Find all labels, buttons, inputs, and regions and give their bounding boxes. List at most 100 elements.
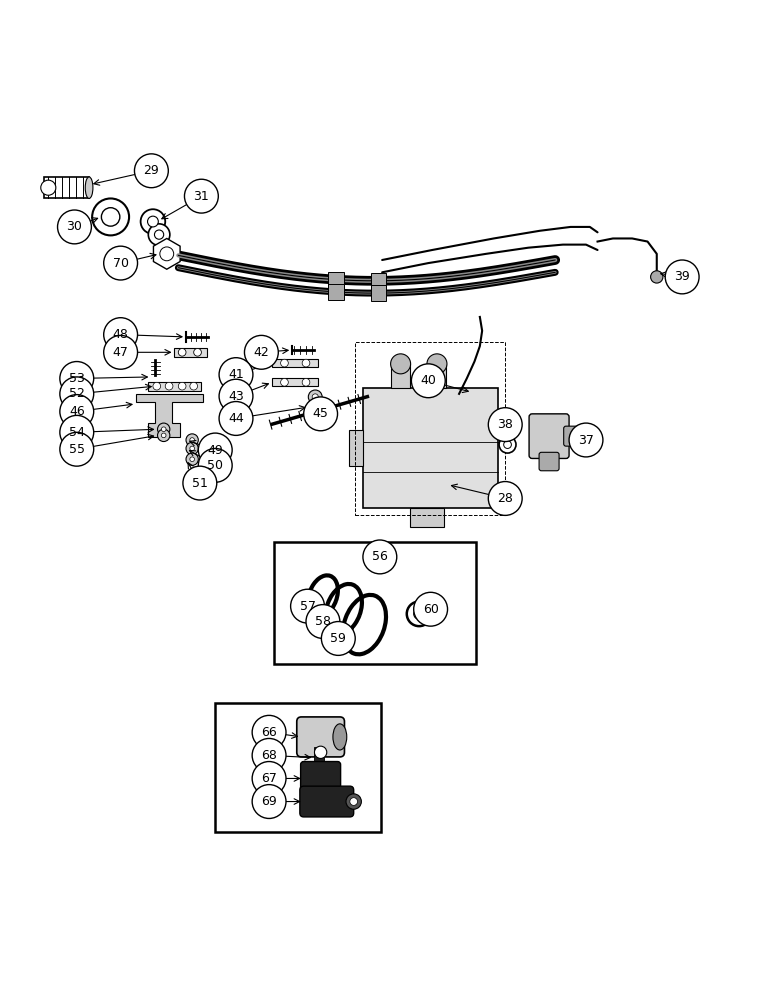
Circle shape <box>503 441 511 448</box>
Text: 47: 47 <box>113 346 129 359</box>
Circle shape <box>194 348 201 356</box>
Text: 60: 60 <box>423 603 438 616</box>
Text: 31: 31 <box>194 190 209 203</box>
Bar <box>371 285 386 301</box>
Circle shape <box>252 785 286 818</box>
Text: 42: 42 <box>253 346 269 359</box>
Circle shape <box>134 154 168 188</box>
Text: 53: 53 <box>69 372 85 385</box>
Text: 66: 66 <box>261 726 277 739</box>
Ellipse shape <box>333 724 347 750</box>
Circle shape <box>407 602 432 626</box>
Circle shape <box>186 453 198 465</box>
Circle shape <box>665 260 699 294</box>
Circle shape <box>165 382 173 390</box>
Text: 38: 38 <box>497 418 513 431</box>
Circle shape <box>148 224 170 245</box>
Text: 49: 49 <box>208 444 223 457</box>
Circle shape <box>190 382 198 390</box>
Circle shape <box>363 540 397 574</box>
Circle shape <box>280 378 288 386</box>
Circle shape <box>60 362 93 395</box>
Circle shape <box>503 419 511 427</box>
FancyBboxPatch shape <box>300 762 340 795</box>
FancyBboxPatch shape <box>296 717 344 757</box>
Circle shape <box>306 605 340 638</box>
Text: 41: 41 <box>229 368 244 381</box>
Circle shape <box>414 592 448 626</box>
Text: 46: 46 <box>69 405 85 418</box>
Circle shape <box>499 436 516 453</box>
Circle shape <box>147 216 158 227</box>
Text: 40: 40 <box>421 374 436 387</box>
Circle shape <box>190 446 195 451</box>
Text: 43: 43 <box>229 390 244 403</box>
Circle shape <box>160 247 174 261</box>
Bar <box>391 364 410 388</box>
Circle shape <box>198 448 232 482</box>
Bar <box>275 542 476 664</box>
Text: 51: 51 <box>192 477 208 490</box>
Polygon shape <box>136 394 203 437</box>
Circle shape <box>569 423 603 457</box>
Circle shape <box>350 798 357 805</box>
Text: 45: 45 <box>313 407 329 420</box>
Bar <box>428 364 446 388</box>
Bar <box>215 703 381 832</box>
Circle shape <box>103 318 137 352</box>
Circle shape <box>154 230 164 239</box>
Circle shape <box>346 794 361 809</box>
Circle shape <box>153 382 161 390</box>
Bar <box>328 272 344 287</box>
Text: 29: 29 <box>144 164 159 177</box>
Circle shape <box>651 271 663 283</box>
FancyBboxPatch shape <box>300 786 354 817</box>
FancyBboxPatch shape <box>539 452 559 471</box>
Bar <box>349 430 363 466</box>
Bar <box>174 348 207 357</box>
Text: 69: 69 <box>261 795 277 808</box>
Text: 39: 39 <box>674 270 690 283</box>
Circle shape <box>103 335 137 369</box>
Circle shape <box>489 408 522 442</box>
Circle shape <box>183 466 217 500</box>
Circle shape <box>219 358 253 392</box>
FancyBboxPatch shape <box>564 426 585 446</box>
Text: 44: 44 <box>229 412 244 425</box>
Text: 30: 30 <box>66 220 83 233</box>
Circle shape <box>414 608 425 619</box>
Circle shape <box>252 738 286 772</box>
Circle shape <box>489 482 522 515</box>
Circle shape <box>157 429 170 442</box>
Circle shape <box>178 348 186 356</box>
Circle shape <box>245 335 279 369</box>
Circle shape <box>58 210 91 244</box>
Bar <box>328 284 344 300</box>
Text: 54: 54 <box>69 426 85 439</box>
Circle shape <box>190 457 195 462</box>
Circle shape <box>190 438 195 442</box>
Circle shape <box>411 364 445 398</box>
Circle shape <box>308 390 322 404</box>
Circle shape <box>280 359 288 367</box>
Circle shape <box>303 397 337 431</box>
Bar <box>314 747 323 768</box>
FancyBboxPatch shape <box>529 414 569 458</box>
Circle shape <box>252 715 286 749</box>
Text: 68: 68 <box>261 749 277 762</box>
Circle shape <box>101 208 120 226</box>
Text: 37: 37 <box>578 434 594 447</box>
FancyBboxPatch shape <box>45 177 89 198</box>
Circle shape <box>161 427 166 432</box>
Ellipse shape <box>85 177 93 198</box>
Circle shape <box>178 382 186 390</box>
Circle shape <box>302 359 310 367</box>
Text: 67: 67 <box>261 772 277 785</box>
Circle shape <box>312 404 318 410</box>
Bar <box>363 388 497 508</box>
Bar <box>410 508 444 527</box>
Circle shape <box>499 415 516 432</box>
Circle shape <box>198 433 232 467</box>
Circle shape <box>290 589 324 623</box>
Text: 48: 48 <box>113 328 129 341</box>
